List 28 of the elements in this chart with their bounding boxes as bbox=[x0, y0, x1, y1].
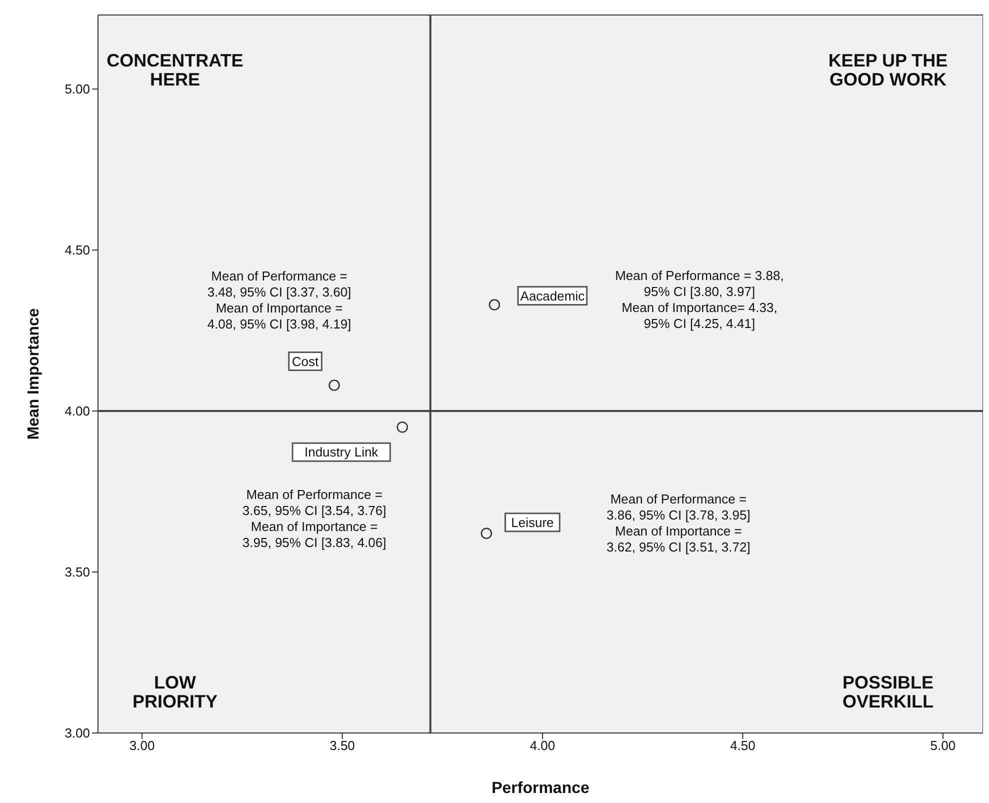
annotation: CONCENTRATE HERE bbox=[106, 50, 244, 90]
data-label: Leisure bbox=[511, 514, 554, 530]
annotation: Mean of Performance = 3.48, 95% CI [3.37, 3.60] Mean of Importance = 4.08, 95% CI [3.98, 4.19] bbox=[207, 268, 352, 331]
x-axis-title: Performance bbox=[492, 780, 590, 797]
point bbox=[488, 299, 500, 310]
annotation: Mean of Performance = 3.86, 95% CI [3.78, 3.95] Mean of Importance = 3.62, 95% CI [3.51, 3.72] bbox=[606, 490, 750, 554]
point bbox=[396, 421, 408, 433]
x-tick-label: 5.00 bbox=[930, 738, 956, 754]
annotation: LOW PRIORITY bbox=[132, 672, 218, 712]
data-label: Aacademic bbox=[520, 288, 586, 304]
point bbox=[480, 528, 492, 540]
annotation: KEEP UP THE GOOD WORK bbox=[828, 50, 948, 90]
x-tick-label: 3.00 bbox=[129, 738, 155, 754]
y-axis-title: Mean Importance bbox=[26, 308, 43, 440]
y-tick-label: 4.50 bbox=[64, 242, 90, 258]
y-tick-label: 3.50 bbox=[64, 564, 90, 580]
data-label: Cost bbox=[292, 354, 320, 369]
x-tick-label: 4.00 bbox=[530, 738, 556, 754]
x-tick-label: 4.50 bbox=[730, 738, 756, 754]
y-tick-label: 3.00 bbox=[64, 726, 90, 741]
y-tick-label: 4.00 bbox=[64, 404, 90, 419]
annotation: POSSIBLE OVERKILL bbox=[842, 672, 934, 712]
point bbox=[328, 380, 340, 391]
x-tick-label: 3.50 bbox=[330, 738, 355, 754]
annotation: Mean of Performance = 3.88, 95% CI [3.80, 3.97] Mean of Importance= 4.33, 95% CI [4.25, 4.41] bbox=[615, 267, 784, 330]
y-tick-label: 5.00 bbox=[64, 82, 90, 97]
annotation: Mean of Performance = 3.65, 95% CI [3.54, 3.76] Mean of Importance = 3.95, 95% CI [3.83, 4.06] bbox=[242, 486, 386, 550]
data-label: Industry Link bbox=[304, 444, 379, 460]
